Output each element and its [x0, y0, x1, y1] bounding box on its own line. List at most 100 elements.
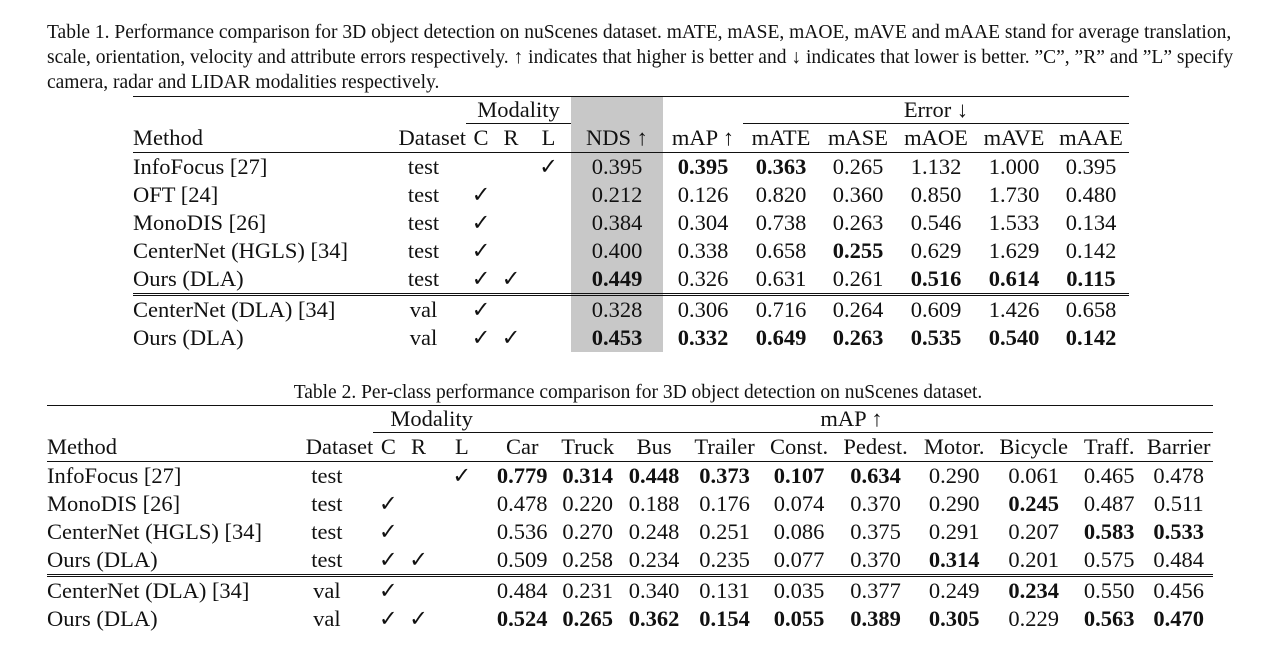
- t1-maae: 0.142: [1065, 325, 1117, 350]
- t1-h-maae: mAAE: [1053, 123, 1129, 153]
- t2-barrier: 0.484: [1153, 547, 1205, 572]
- t1-dataset: test: [407, 182, 440, 207]
- t1-mave: 0.614: [988, 266, 1040, 291]
- t1-r: [496, 237, 526, 265]
- t2-bicycle: 0.234: [993, 574, 1074, 605]
- t1-h-nds: NDS ↑: [571, 123, 663, 153]
- t2-traff: 0.575: [1083, 547, 1135, 572]
- t1-map: 0.126: [677, 182, 729, 207]
- t2-dataset: val: [280, 574, 374, 605]
- t2-motor: 0.249: [914, 574, 994, 605]
- t2-car: 0.484: [490, 574, 555, 605]
- t2-const: 0.107: [773, 463, 825, 488]
- t2-bus: 0.234: [628, 547, 680, 572]
- t1-c: ✓: [471, 210, 491, 235]
- t2-bicycle: 0.245: [1008, 491, 1059, 516]
- t2-h-dataset: Dataset: [280, 432, 374, 462]
- t2-pedest: 0.634: [850, 463, 901, 488]
- t1-l: [526, 265, 571, 295]
- t1-mase: 0.261: [832, 266, 884, 291]
- t1-maae: 0.115: [1066, 266, 1116, 291]
- t2-motor: 0.314: [928, 547, 980, 572]
- t1-mave: 1.533: [988, 210, 1040, 235]
- t2-method: CenterNet (DLA) [34]: [47, 574, 281, 605]
- table-row: Ours (DLA) val ✓ ✓ 0.524 0.265 0.362 0.1…: [47, 605, 1213, 633]
- t1-c: [466, 153, 496, 182]
- table-row: CenterNet (DLA) [34] val ✓ 0.484 0.231 0…: [47, 574, 1213, 605]
- t1-c: ✓: [471, 182, 491, 207]
- t1-method: CenterNet (HGLS) [34]: [133, 238, 348, 263]
- t2-pedest: 0.370: [850, 491, 901, 516]
- t1-l: [526, 209, 571, 237]
- t2-l: [434, 490, 490, 518]
- t2-bus: 0.362: [628, 606, 680, 631]
- t2-barrier: 0.478: [1153, 463, 1205, 488]
- t2-c: ✓: [373, 574, 404, 605]
- t1-method: Ours (DLA): [133, 325, 244, 350]
- t1-h-dataset: Dataset: [381, 123, 466, 153]
- table-row: CenterNet (DLA) [34] val ✓ 0.328 0.306 0…: [133, 293, 1129, 324]
- t2-method: Ours (DLA): [47, 547, 158, 572]
- table1-caption: Table 1. Performance comparison for 3D o…: [47, 22, 1234, 93]
- t1-maae: 0.134: [1065, 210, 1117, 235]
- t2-trailer: 0.235: [699, 547, 750, 572]
- table1: Modality Error ↓ Method Dataset C R L ND…: [133, 96, 1129, 352]
- t2-bus: 0.448: [628, 463, 680, 488]
- t2-const: 0.035: [761, 574, 837, 605]
- t2-h-bicycle: Bicycle: [993, 432, 1074, 462]
- t2-traff: 0.583: [1083, 519, 1135, 544]
- t1-l: [526, 324, 571, 352]
- t1-mate: 0.738: [755, 210, 807, 235]
- t1-h-map: mAP ↑: [663, 123, 743, 153]
- t2-traff: 0.487: [1083, 491, 1135, 516]
- t1-mase: 0.263: [832, 210, 884, 235]
- t1-map: 0.332: [677, 325, 729, 350]
- t1-dataset: test: [407, 154, 440, 179]
- t2-c: ✓: [378, 606, 398, 631]
- t1-mase: 0.265: [832, 154, 884, 179]
- t1-dataset: test: [407, 210, 440, 235]
- t2-h-trailer: Trailer: [687, 432, 762, 462]
- t2-bicycle: 0.061: [1008, 463, 1059, 488]
- t2-motor: 0.291: [928, 519, 980, 544]
- t1-r: [496, 293, 526, 324]
- t1-maoe: 0.516: [910, 266, 962, 291]
- t1-h-maoe: mAOE: [897, 123, 975, 153]
- t1-r: [496, 181, 526, 209]
- t2-c: ✓: [378, 547, 398, 572]
- t1-mate: 0.363: [755, 154, 807, 179]
- table1-modality-group: Modality: [466, 96, 571, 124]
- table1-error-group: Error ↓: [743, 96, 1129, 124]
- table-row: Ours (DLA) val ✓ ✓ 0.453 0.332 0.649 0.2…: [133, 324, 1129, 352]
- t1-mave: 1.730: [988, 182, 1040, 207]
- t1-map: 0.304: [677, 210, 729, 235]
- t2-c: ✓: [378, 491, 398, 516]
- t2-motor: 0.290: [928, 491, 980, 516]
- t1-maae: 0.658: [1053, 293, 1129, 324]
- t1-l: [526, 181, 571, 209]
- t2-barrier: 0.533: [1153, 519, 1205, 544]
- t1-maoe: 0.546: [910, 210, 962, 235]
- t1-h-mate: mATE: [743, 123, 819, 153]
- t1-mate: 0.820: [755, 182, 807, 207]
- t2-bus: 0.340: [620, 574, 688, 605]
- table2-modality-group: Modality: [373, 405, 490, 433]
- table-row: MonoDIS [26] test ✓ 0.384 0.304 0.738 0.…: [133, 209, 1129, 237]
- t1-h-mave: mAVE: [975, 123, 1053, 153]
- t2-h-method: Method: [47, 432, 281, 462]
- t1-l: [526, 237, 571, 265]
- t1-h-r: R: [496, 123, 526, 153]
- t2-bus: 0.188: [628, 491, 680, 516]
- t1-method: Ours (DLA): [133, 266, 244, 291]
- t1-maoe: 0.609: [897, 293, 975, 324]
- t2-truck: 0.265: [562, 606, 613, 631]
- t2-traff: 0.465: [1083, 463, 1135, 488]
- t2-h-barrier: Barrier: [1144, 432, 1213, 462]
- t2-trailer: 0.251: [699, 519, 750, 544]
- t2-method: Ours (DLA): [47, 606, 158, 631]
- t1-dataset: test: [407, 238, 440, 263]
- t2-trailer: 0.131: [687, 574, 762, 605]
- t2-bicycle: 0.207: [1008, 519, 1059, 544]
- t1-maoe: 0.535: [910, 325, 962, 350]
- t1-maae: 0.480: [1065, 182, 1117, 207]
